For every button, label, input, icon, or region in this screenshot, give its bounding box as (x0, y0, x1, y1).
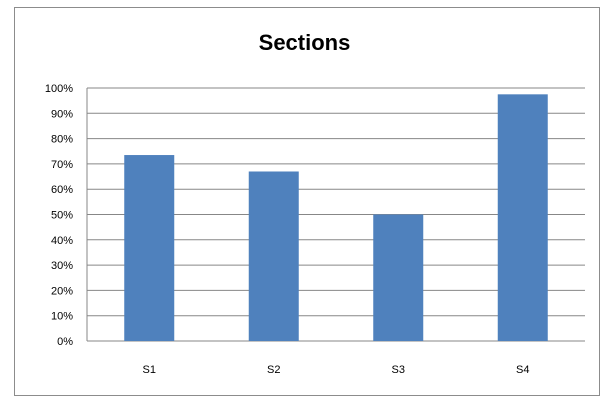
x-tick-label: S2 (267, 364, 280, 376)
x-tick-label: S3 (392, 364, 405, 376)
chart-title: Sections (258, 30, 351, 55)
x-axis-ticks: S1 S2 S3 S4 (143, 364, 530, 376)
y-tick-label: 30% (51, 260, 73, 272)
bar-s2 (248, 171, 299, 341)
bars (124, 94, 548, 341)
y-tick-label: 40% (51, 235, 73, 247)
y-tick-label: 0% (57, 336, 73, 348)
bar-s4 (497, 94, 548, 341)
bar-s3 (373, 214, 424, 341)
y-axis-ticks: 0% 10% 20% 30% 40% 50% 60% 70% 80% 90% 100% (45, 83, 73, 348)
y-tick-label: 70% (51, 159, 73, 171)
y-tick-label: 50% (51, 210, 73, 222)
y-tick-label: 10% (51, 311, 73, 323)
x-tick-label: S4 (516, 364, 529, 376)
y-tick-label: 60% (51, 184, 73, 196)
y-tick-label: 20% (51, 285, 73, 297)
y-tick-label: 100% (45, 83, 73, 95)
x-tick-label: S1 (143, 364, 156, 376)
y-tick-label: 80% (51, 134, 73, 146)
bar-s1 (124, 155, 175, 341)
y-tick-label: 90% (51, 108, 73, 120)
